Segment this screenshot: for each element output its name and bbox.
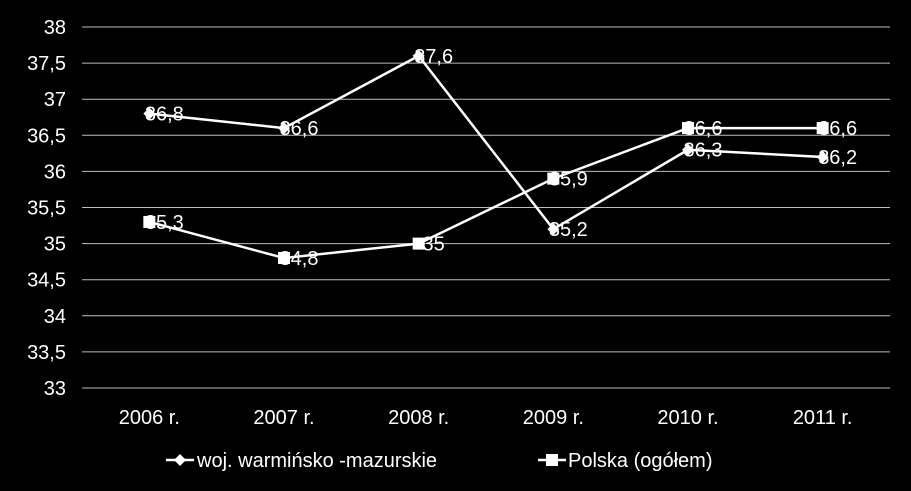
x-axis-ticks: 2006 r. 2007 r. 2008 r. 2009 r. 2010 r. 2011 … (119, 407, 853, 429)
data-point (412, 49, 425, 62)
series-line (149, 54, 823, 231)
x-tick-label: 2009 r. (523, 407, 584, 429)
legend-entry: woj. warmińsko -mazurskie (166, 450, 437, 472)
data-point (278, 252, 290, 265)
series-line (149, 126, 823, 260)
y-tick-label: 37,5 (27, 53, 66, 75)
data-point (412, 237, 425, 250)
y-axis-ticks: 33 33,5 34 34,5 35 35,5 36 36,5 37 37,5 38 (27, 17, 66, 400)
data-label: 36,2 (818, 147, 857, 169)
data-label: 37,6 (414, 46, 453, 68)
legend-label: woj. warmińsko -mazurskie (196, 450, 437, 472)
legend-entry: Polska (ogółem) (538, 450, 713, 472)
y-tick-label: 36,5 (27, 125, 66, 147)
data-label: 34,8 (280, 248, 319, 270)
data-label: 36,6 (280, 118, 319, 140)
y-tick-label: 37 (44, 89, 66, 111)
y-tick-label: 34 (44, 306, 66, 328)
series-1 (143, 49, 829, 236)
x-tick-label: 2007 r. (253, 407, 314, 429)
data-labels: 36,8 36,6 37,6 35,2 36,3 36,2 35,3 34,8 35 35,9 36… (145, 46, 857, 270)
data-point (816, 150, 829, 163)
data-point (278, 122, 290, 135)
data-label: 35,2 (549, 219, 588, 241)
y-tick-label: 38 (44, 17, 66, 39)
legend-marker (546, 454, 558, 466)
data-point (682, 122, 694, 135)
x-tick-label: 2010 r. (657, 407, 718, 429)
y-tick-label: 34,5 (27, 270, 66, 292)
data-point (143, 107, 156, 120)
legend-label: Polska (ogółem) (568, 450, 713, 472)
data-label: 36,6 (818, 118, 857, 140)
y-tick-label: 33 (44, 378, 66, 400)
legend: woj. warmińsko -mazurskie Polska (ogółem) (166, 450, 713, 472)
data-label: 36,6 (684, 118, 723, 140)
data-label: 36,8 (145, 104, 184, 126)
legend-marker (174, 454, 186, 466)
data-point (143, 215, 156, 228)
x-tick-label: 2006 r. (119, 407, 180, 429)
x-tick-label: 2011 r. (793, 407, 853, 429)
y-tick-label: 33,5 (27, 342, 66, 364)
data-point (547, 172, 560, 185)
data-point (547, 223, 560, 236)
data-label: 35 (423, 234, 445, 256)
data-label: 35,9 (549, 169, 588, 191)
y-tick-label: 36 (44, 161, 66, 183)
data-label: 36,3 (684, 140, 723, 162)
data-point (682, 143, 694, 156)
series-2 (143, 122, 829, 265)
x-tick-label: 2008 r. (388, 407, 449, 429)
y-tick-label: 35 (44, 234, 66, 256)
data-point (816, 122, 829, 135)
gridlines (82, 26, 890, 389)
data-label: 35,3 (145, 212, 184, 234)
series-layer (143, 49, 829, 265)
y-tick-label: 35,5 (27, 198, 66, 220)
